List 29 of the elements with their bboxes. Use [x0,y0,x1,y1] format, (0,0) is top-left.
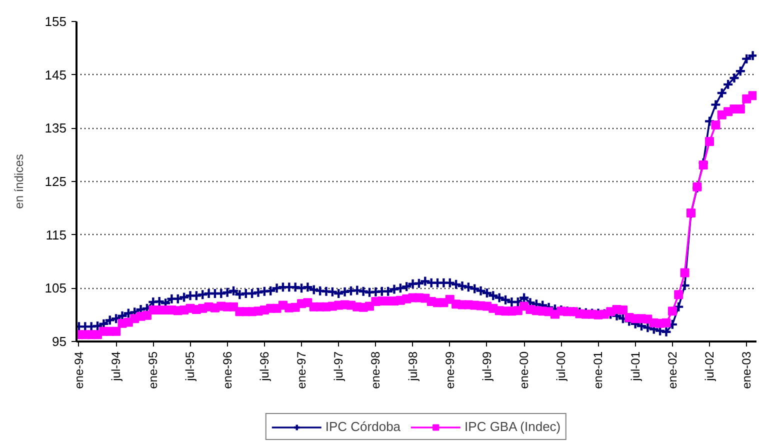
x-tick-label: jul-98 [406,351,420,382]
x-tick-label: ene-99 [442,351,457,389]
y-tick-label: 155 [44,14,67,29]
x-tick-label: jul-94 [109,351,124,382]
x-tick-label: ene-94 [72,351,86,389]
x-tick-label: ene-96 [220,351,234,389]
y-tick-label: 135 [44,120,67,136]
x-tick-label: ene-97 [294,351,309,389]
legend-label: IPC GBA (Indec) [464,419,561,434]
x-tick-label: ene-98 [368,351,383,389]
x-tick-label: ene-00 [517,351,532,389]
x-tick-label: ene-02 [665,351,680,389]
x-tick-label: ene-01 [591,351,606,389]
x-tick-label: ene-03 [740,351,754,389]
y-tick-label: 105 [44,280,67,296]
x-tick-label: jul-95 [183,351,198,382]
x-tick-label: jul-96 [257,351,272,382]
x-tick-label: jul-97 [332,351,346,382]
x-tick-label: ene-95 [146,351,160,389]
y-axis-title: en índices [12,154,26,209]
x-tick-label: jul-01 [628,351,642,382]
y-tick-label: 115 [46,227,67,242]
legend-label: IPC Córdoba [325,419,401,434]
x-tick-label: jul-02 [702,351,717,382]
y-tick-label: 125 [44,174,67,189]
y-tick-label: 145 [44,67,67,82]
y-tick-label: 95 [52,334,67,349]
x-tick-label: jul-00 [554,351,568,382]
x-tick-label: jul-99 [480,351,494,382]
